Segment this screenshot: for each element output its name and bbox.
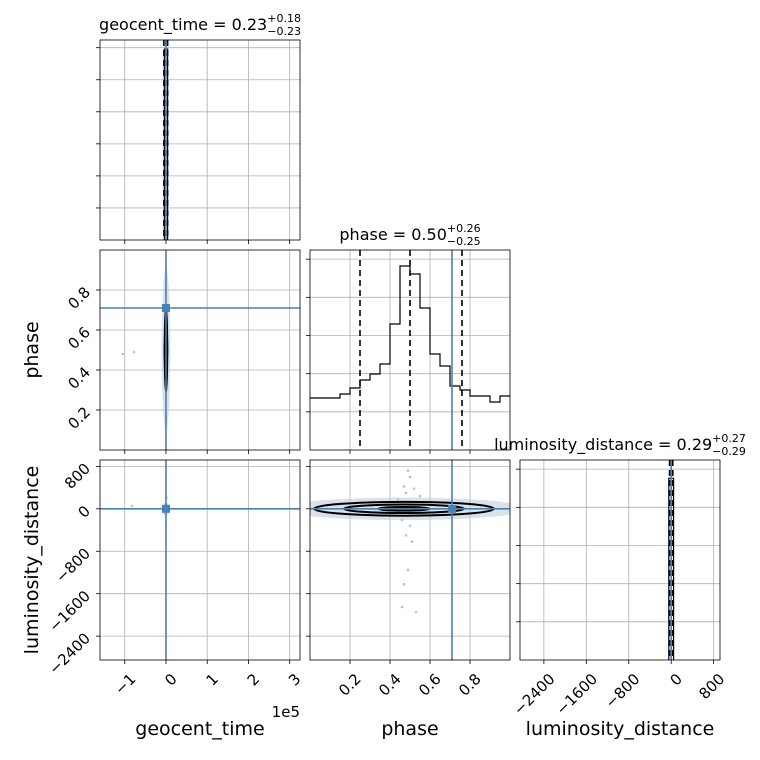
x-tick-label: 800	[695, 670, 728, 703]
sample-point	[402, 485, 406, 488]
y-tick-label: −800	[52, 545, 94, 587]
panel-phase-luminosity_distance	[310, 460, 510, 660]
frame-phase-luminosity_distance	[309, 459, 511, 661]
y-tick-label: 0.2	[64, 403, 94, 433]
y-tick-label: 0	[75, 502, 94, 521]
title-name: phase	[339, 225, 387, 244]
x-tick-label: 3	[285, 670, 304, 689]
sample-point	[408, 475, 412, 479]
y-tick-label: 0.8	[64, 283, 94, 313]
sample-point	[406, 568, 410, 572]
x-tick-label: −1600	[552, 670, 601, 719]
y-tick-label: 0.6	[64, 323, 94, 353]
x-tick-label: −800	[602, 670, 644, 712]
y-axis-label-luminosity_distance: luminosity_distance	[21, 466, 43, 655]
x-axis-label-geocent_time: geocent_time	[135, 718, 264, 740]
sample-point	[121, 352, 124, 356]
frame-phase	[309, 249, 511, 451]
marginal-title-luminosity_distance: luminosity_distance = 0.29+0.27	[494, 432, 746, 455]
frame-geocent_time	[99, 39, 301, 241]
sample-point	[410, 540, 414, 543]
title-name: luminosity_distance	[494, 435, 653, 455]
sample-point	[402, 582, 406, 586]
y-tick-label: −1600	[45, 587, 94, 636]
title-eq: =	[653, 435, 677, 454]
x-tick-label: 0	[666, 670, 685, 689]
title-median: 0.23	[232, 15, 268, 34]
sample-point	[418, 494, 422, 498]
x-tick-label: 0.4	[375, 670, 405, 700]
y-axis-label-phase: phase	[21, 321, 43, 378]
x-tick-label: 0	[161, 670, 180, 689]
sample-point	[404, 491, 408, 495]
x-axis-offset-text: 1e5	[272, 703, 300, 721]
x-tick-label: 2	[244, 670, 263, 689]
title-minus: −0.29	[712, 445, 746, 458]
frame-geocent_time-luminosity_distance	[99, 459, 301, 661]
title-plus: +0.26	[447, 222, 481, 235]
frame-geocent_time-phase	[99, 249, 301, 451]
truth-marker	[161, 504, 170, 513]
marginal-title-geocent_time: geocent_time = 0.23+0.18	[99, 12, 301, 35]
marginal-geocent_time	[100, 40, 300, 240]
panel-geocent_time-luminosity_distance	[100, 460, 300, 660]
title-plus: +0.18	[267, 12, 301, 25]
title-median: 0.29	[677, 435, 713, 454]
y-tick-label: −2400	[45, 629, 94, 678]
x-axis-label-phase: phase	[381, 718, 438, 740]
x-tick-label: −2400	[510, 670, 559, 719]
title-plus: +0.27	[712, 432, 746, 445]
title-name: geocent_time	[99, 15, 208, 35]
x-axis-label-luminosity_distance: luminosity_distance	[526, 718, 715, 740]
sample-point	[412, 487, 416, 490]
sample-point	[400, 605, 404, 609]
x-tick-label: 1	[202, 670, 221, 689]
panel-geocent_time-phase	[100, 250, 300, 450]
title-eq: =	[208, 15, 232, 34]
title-median: 0.50	[411, 225, 447, 244]
x-tick-label: −1	[111, 670, 139, 698]
title-eq: =	[388, 225, 412, 244]
y-tick-label: 800	[61, 460, 94, 493]
x-tick-label: 0.2	[335, 670, 365, 700]
marginal-title-phase: phase = 0.50+0.26	[339, 222, 480, 244]
truth-marker	[161, 304, 170, 312]
title-minus: −0.25	[447, 235, 481, 248]
title-minus: −0.23	[267, 25, 301, 38]
marginal-luminosity_distance	[520, 460, 720, 660]
x-tick-label: 0.8	[455, 670, 485, 700]
sample-point	[130, 504, 134, 508]
frame-luminosity_distance	[519, 459, 721, 661]
sample-point	[132, 350, 136, 354]
sample-point	[404, 534, 408, 537]
sample-point	[408, 524, 412, 528]
sample-point	[414, 610, 418, 614]
x-tick-label: 0.6	[415, 670, 445, 700]
y-tick-label: 0.4	[64, 363, 94, 393]
truth-marker	[448, 504, 456, 513]
marginal-phase	[310, 250, 510, 450]
sample-point	[406, 469, 410, 472]
